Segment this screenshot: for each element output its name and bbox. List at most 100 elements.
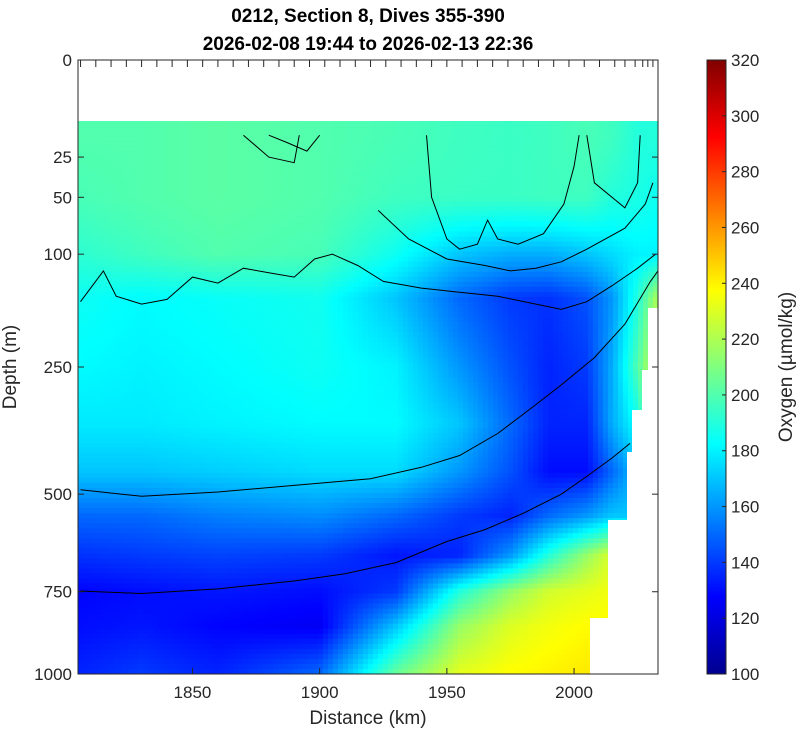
- heatmap-cell: [543, 161, 549, 167]
- heatmap-cell: [243, 281, 249, 288]
- heatmap-cell: [113, 226, 119, 233]
- heatmap-cell: [613, 136, 619, 142]
- heatmap-cell: [383, 256, 389, 263]
- heatmap-cell: [178, 327, 184, 333]
- heatmap-cell: [233, 211, 239, 218]
- heatmap-cell: [428, 256, 434, 263]
- heatmap-cell: [183, 211, 189, 218]
- heatmap-cell: [158, 236, 164, 243]
- heatmap-cell: [93, 196, 99, 203]
- heatmap-cell: [318, 322, 324, 328]
- heatmap-cell: [628, 317, 634, 323]
- heatmap-cell: [358, 176, 364, 182]
- heatmap-cell: [613, 166, 619, 172]
- heatmap-cell: [348, 307, 354, 313]
- heatmap-cell: [643, 176, 649, 182]
- heatmap-cell: [348, 121, 354, 127]
- heatmap-cell: [93, 271, 99, 278]
- heatmap-cell: [103, 136, 109, 142]
- heatmap-cell: [98, 136, 104, 142]
- heatmap-cell: [293, 322, 299, 328]
- heatmap-cell: [353, 211, 359, 218]
- heatmap-cell: [363, 256, 369, 263]
- heatmap-cell: [408, 141, 414, 147]
- heatmap-cell: [363, 121, 369, 127]
- heatmap-cell: [193, 317, 199, 323]
- heatmap-cell: [198, 322, 204, 328]
- heatmap-cell: [558, 196, 564, 203]
- heatmap-cell: [108, 286, 114, 293]
- heatmap-cell: [638, 171, 644, 177]
- heatmap-cell: [383, 266, 389, 273]
- heatmap-cell: [273, 221, 279, 228]
- heatmap-cell: [558, 281, 564, 288]
- heatmap-cell: [643, 136, 649, 142]
- heatmap-cell: [423, 312, 429, 318]
- heatmap-cell: [78, 301, 84, 308]
- heatmap-cell: [223, 322, 229, 328]
- heatmap-cell: [248, 126, 254, 132]
- heatmap-cell: [298, 296, 304, 303]
- heatmap-cell: [343, 236, 349, 243]
- heatmap-cell: [588, 141, 594, 147]
- heatmap-cell: [413, 191, 419, 198]
- heatmap-cell: [638, 271, 644, 278]
- heatmap-cell: [88, 171, 94, 177]
- heatmap-cell: [233, 307, 239, 313]
- heatmap-cell: [88, 256, 94, 263]
- heatmap-cell: [468, 171, 474, 177]
- heatmap-cell: [438, 166, 444, 172]
- heatmap-cell: [558, 136, 564, 142]
- heatmap-cell: [143, 312, 149, 318]
- heatmap-cell: [413, 136, 419, 142]
- heatmap-cell: [233, 317, 239, 323]
- heatmap-cell: [408, 251, 414, 258]
- heatmap-cell: [403, 151, 409, 157]
- heatmap-cell: [263, 241, 269, 248]
- heatmap-cell: [328, 317, 334, 323]
- heatmap-cell: [378, 322, 384, 328]
- heatmap-cell: [313, 161, 319, 167]
- heatmap-cell: [203, 161, 209, 167]
- heatmap-cell: [403, 301, 409, 308]
- heatmap-cell: [373, 216, 379, 223]
- heatmap-cell: [358, 131, 364, 137]
- heatmap-cell: [483, 256, 489, 263]
- heatmap-cell: [133, 312, 139, 318]
- heatmap-cell: [208, 221, 214, 228]
- heatmap-cell: [83, 181, 89, 187]
- heatmap-cell: [598, 156, 604, 162]
- heatmap-cell: [108, 191, 114, 198]
- heatmap-cell: [538, 271, 544, 278]
- heatmap-cell: [333, 256, 339, 263]
- heatmap-cell: [448, 307, 454, 313]
- heatmap-cell: [578, 161, 584, 167]
- heatmap-cell: [483, 226, 489, 233]
- heatmap-cell: [218, 121, 224, 127]
- heatmap-cell: [128, 271, 134, 278]
- heatmap-cell: [163, 251, 169, 258]
- heatmap-cell: [98, 211, 104, 218]
- heatmap-cell: [373, 307, 379, 313]
- heatmap-cell: [593, 216, 599, 223]
- heatmap-cell: [373, 332, 379, 338]
- heatmap-cell: [293, 301, 299, 308]
- heatmap-cell: [243, 136, 249, 142]
- heatmap-cell: [398, 226, 404, 233]
- heatmap-cell: [473, 221, 479, 228]
- heatmap-cell: [93, 231, 99, 238]
- heatmap-cell: [303, 286, 309, 293]
- heatmap-cell: [273, 161, 279, 167]
- heatmap-cell: [168, 121, 174, 127]
- heatmap-cell: [533, 151, 539, 157]
- heatmap-cell: [83, 276, 89, 283]
- heatmap-cell: [498, 141, 504, 147]
- heatmap-cell: [88, 186, 94, 192]
- heatmap-cell: [273, 322, 279, 328]
- heatmap-cell: [333, 196, 339, 203]
- heatmap-cell: [173, 271, 179, 278]
- heatmap-cell: [423, 291, 429, 298]
- heatmap-cell: [258, 322, 264, 328]
- heatmap-cell: [283, 161, 289, 167]
- heatmap-cell: [453, 136, 459, 142]
